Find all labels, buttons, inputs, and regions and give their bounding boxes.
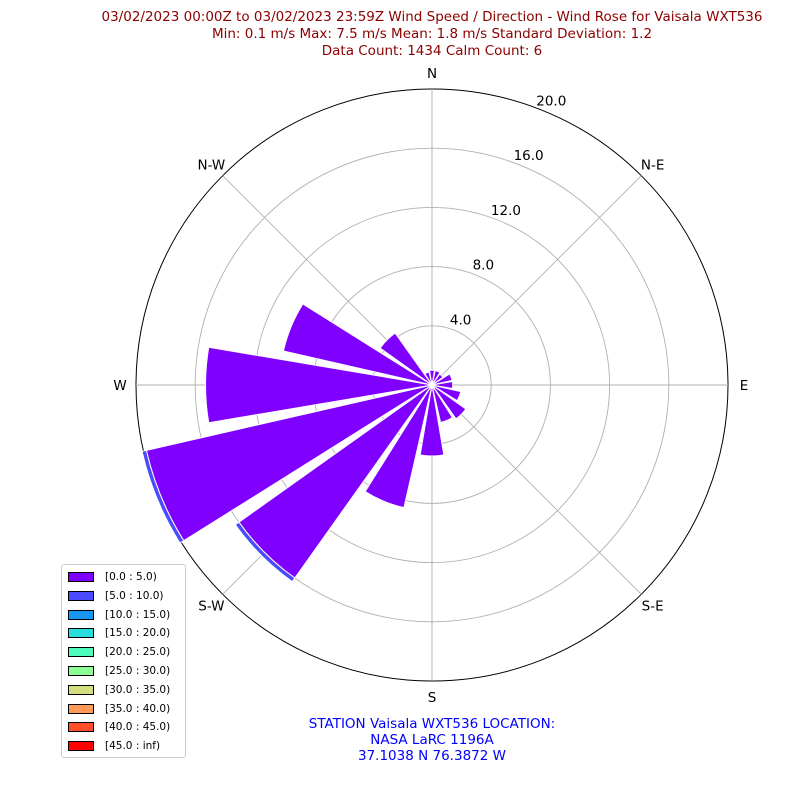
wind-bar: [431, 373, 453, 386]
direction-label: E: [740, 378, 749, 394]
grid-spoke: [431, 175, 642, 386]
radial-tick-label: 20.0: [536, 94, 566, 110]
chart-title: 03/02/2023 00:00Z to 03/02/2023 23:59Z W…: [0, 9, 800, 60]
legend-label: [5.0 : 10.0): [105, 589, 164, 602]
legend-swatch: [68, 741, 94, 752]
legend-swatch: [68, 647, 94, 658]
bars-layer: [141, 303, 467, 583]
legend-label: [10.0 : 15.0): [105, 608, 171, 621]
legend-item: [35.0 : 40.0): [68, 703, 170, 715]
direction-label: N-E: [641, 157, 665, 173]
wind-bar: [424, 371, 433, 386]
legend-label: [15.0 : 20.0): [105, 627, 171, 640]
wind-bar: [234, 521, 296, 583]
legend-swatch: [68, 722, 94, 733]
station-info: STATION Vaisala WXT536 LOCATION: NASA La…: [232, 716, 632, 764]
legend-swatch: [68, 609, 94, 620]
radial-tick-label: 8.0: [473, 258, 494, 274]
wind-bar: [141, 449, 185, 544]
title-line-2: Min: 0.1 m/s Max: 7.5 m/s Mean: 1.8 m/s …: [211, 26, 653, 42]
legend-swatch: [68, 590, 94, 601]
legend-label: [35.0 : 40.0): [105, 702, 171, 715]
legend-item: [30.0 : 35.0): [68, 684, 170, 696]
direction-label: W: [113, 378, 126, 394]
radial-tick-label: 12.0: [491, 203, 521, 219]
direction-label: S-W: [198, 599, 224, 615]
grid-spoke: [431, 384, 642, 595]
legend-label: [30.0 : 35.0): [105, 683, 171, 696]
legend-item: [15.0 : 20.0): [68, 627, 170, 639]
legend-item: [10.0 : 15.0): [68, 609, 170, 621]
wind-bar: [419, 384, 445, 457]
wind-bar: [431, 380, 454, 390]
radial-tick-label: 4.0: [450, 312, 471, 328]
legend-item: [40.0 : 45.0): [68, 721, 170, 733]
legend-swatch: [68, 572, 94, 582]
wind-bar: [431, 384, 462, 402]
legend-label: [40.0 : 45.0): [105, 721, 171, 734]
direction-label: N: [427, 66, 437, 82]
title-line-1: 03/02/2023 00:00Z to 03/02/2023 23:59Z W…: [101, 9, 763, 25]
station-line-1: STATION Vaisala WXT536 LOCATION:: [308, 716, 556, 732]
legend-item: [45.0 : inf): [68, 740, 160, 752]
legend-swatch: [68, 703, 94, 714]
wind-bar: [364, 384, 433, 509]
direction-label: S-E: [642, 599, 664, 615]
legend-swatch: [68, 684, 94, 695]
wind-bar: [431, 384, 467, 420]
radial-tick-label: 16.0: [514, 148, 544, 164]
station-line-3: 37.1038 N 76.3872 W: [358, 748, 506, 764]
direction-label: N-W: [197, 157, 225, 173]
legend-item: [20.0 : 25.0): [68, 646, 170, 658]
title-line-3: Data Count: 1434 Calm Count: 6: [321, 43, 543, 59]
legend-label: [45.0 : inf): [105, 740, 161, 753]
legend-item: [0.0 : 5.0): [68, 571, 157, 583]
legend-item: [5.0 : 10.0): [68, 590, 163, 602]
legend: [0.0 : 5.0) [5.0 : 10.0) [10.0 : 15.0) [15.…: [61, 564, 186, 758]
wind-bar: [431, 373, 444, 386]
wind-bar: [205, 346, 433, 424]
legend-label: [0.0 : 5.0): [105, 571, 157, 583]
labels-layer: 4.0 8.0 12.0 16.0 20.0 N N-E E S-E S S-W W N-W: [113, 66, 748, 706]
wind-bar: [379, 332, 433, 386]
legend-label: [25.0 : 30.0): [105, 665, 171, 677]
station-line-2: NASA LaRC 1196A: [370, 732, 494, 748]
legend-label: [20.0 : 25.0): [105, 646, 171, 659]
legend-swatch: [68, 666, 94, 676]
legend-swatch: [68, 628, 94, 639]
wind-bar: [431, 384, 454, 424]
wind-bar: [282, 303, 433, 386]
legend-item: [25.0 : 30.0): [68, 665, 170, 677]
direction-label: S: [428, 690, 437, 706]
wind-bar: [428, 369, 436, 386]
